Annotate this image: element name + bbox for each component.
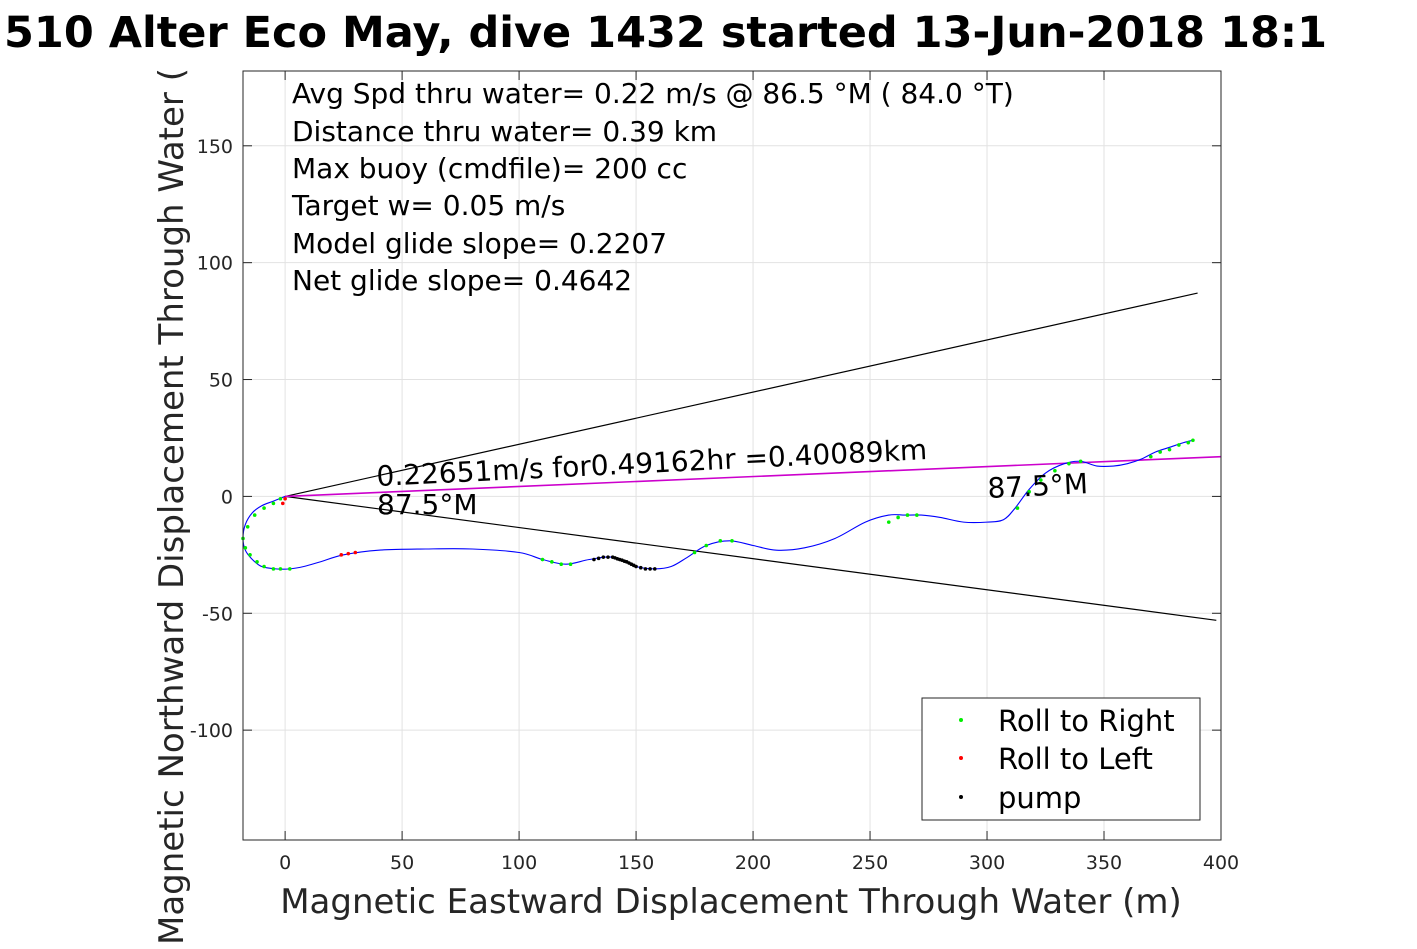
marker-roll-to-right (1149, 454, 1153, 459)
axis-ticks: 0 50 100 150 200 250 300 350 400 -100 -50 0 50 100 150 (190, 71, 1239, 874)
x-tick-label: 250 (852, 852, 888, 874)
marker-roll-to-right (692, 550, 697, 555)
marker-roll-to-right (252, 513, 257, 517)
marker-roll-to-right (248, 553, 252, 557)
stat-avg-speed: Avg Spd thru water= 0.22 m/s @ 86.5 °M (… (292, 77, 1014, 110)
marker-pump (601, 555, 606, 559)
marker-pump (592, 557, 596, 562)
legend-box (921, 697, 1201, 821)
marker-roll-to-right (718, 539, 723, 543)
marker-pump (648, 567, 652, 571)
marker-roll-to-right (245, 524, 250, 529)
annotation-heading-start: 87.5°M (377, 488, 478, 521)
y-tick-label: 100 (197, 253, 233, 275)
marker-roll-to-right (278, 496, 283, 501)
marker-pump (638, 565, 643, 570)
y-tick-label: -100 (190, 720, 233, 742)
stat-distance: Distance thru water= 0.39 km (292, 115, 717, 148)
marker-roll-to-right (1078, 459, 1083, 464)
x-tick-label: 400 (1203, 852, 1239, 874)
legend-marker-pump (959, 795, 963, 799)
marker-roll-to-right (1186, 440, 1191, 445)
stat-model-glide-slope: Model glide slope= 0.2207 (292, 227, 667, 260)
stat-target-w: Target w= 0.05 m/s (291, 189, 565, 222)
marker-roll-to-right (262, 564, 266, 569)
legend-marker-roll-right (959, 718, 963, 722)
marker-roll-to-right (704, 543, 709, 548)
marker-roll-to-left (280, 501, 285, 506)
marker-roll-to-left (339, 553, 344, 557)
legend-label-pump: pump (998, 781, 1081, 815)
marker-roll-to-right (896, 515, 900, 520)
cone-line (285, 495, 1217, 621)
y-tick-label: -50 (202, 603, 233, 625)
marker-pump (596, 556, 601, 561)
x-tick-label: 150 (618, 852, 654, 874)
marker-layer (241, 438, 1195, 571)
y-axis-label: Magnetic Northward Displacement Through … (152, 68, 192, 945)
stat-net-glide-slope: Net glide slope= 0.4642 (292, 264, 632, 297)
y-tick-label: 0 (221, 486, 233, 508)
marker-roll-to-right (1015, 506, 1020, 510)
legend-label-roll-right: Roll to Right (998, 704, 1175, 738)
marker-pump (606, 555, 610, 559)
marker-roll-to-right (1191, 438, 1195, 443)
x-axis-label: Magnetic Eastward Displacement Through W… (280, 882, 1182, 922)
marker-roll-to-right (905, 513, 910, 517)
marker-roll-to-right (1039, 478, 1043, 482)
marker-roll-to-right (1027, 489, 1031, 494)
legend-label-roll-left: Roll to Left (998, 742, 1153, 776)
marker-roll-to-right (278, 567, 283, 571)
plot-frame (242, 70, 1222, 841)
legend-marker-roll-left (959, 756, 963, 760)
marker-roll-to-right (1177, 443, 1181, 447)
marker-roll-to-left (353, 550, 358, 555)
x-tick-label: 0 (279, 852, 291, 874)
marker-roll-to-right (1167, 447, 1172, 452)
marker-pump (652, 567, 657, 571)
marker-roll-to-right (287, 567, 292, 571)
stats-block: Avg Spd thru water= 0.22 m/s @ 86.5 °M (… (291, 77, 1014, 297)
marker-pump (643, 567, 648, 571)
marker-pump (634, 564, 638, 569)
annotation-heading-end: 87.5°M (987, 467, 1089, 505)
marker-roll-to-right (568, 562, 573, 566)
cone-line (284, 292, 1198, 497)
marker-roll-to-right (255, 560, 259, 564)
marker-roll-to-right (262, 506, 266, 510)
chart-title: 510 Alter Eco May, dive 1432 started 13-… (4, 8, 1327, 58)
marker-roll-to-right (540, 557, 545, 562)
x-tick-label: 300 (969, 852, 1005, 874)
y-tick-label: 150 (197, 136, 233, 158)
marker-roll-to-right (243, 546, 248, 550)
x-tick-label: 200 (735, 852, 771, 874)
marker-roll-to-left (346, 551, 351, 556)
marker-roll-to-right (271, 501, 276, 506)
marker-roll-to-right (550, 560, 554, 564)
marker-roll-to-right (1053, 468, 1057, 473)
x-tick-label: 350 (1086, 852, 1122, 874)
marker-roll-to-right (1067, 461, 1071, 466)
marker-roll-to-right (730, 539, 734, 543)
stat-max-buoy: Max buoy (cmdfile)= 200 cc (292, 152, 687, 185)
cone-lines (284, 292, 1217, 621)
x-tick-label: 100 (501, 852, 537, 874)
marker-roll-to-right (1158, 450, 1162, 454)
marker-roll-to-left (283, 496, 287, 501)
marker-roll-to-right (915, 513, 919, 517)
legend: Roll to Right Roll to Left pump (921, 697, 1201, 821)
y-tick-label: 50 (209, 370, 233, 392)
x-tick-label: 50 (390, 852, 414, 874)
marker-roll-to-right (559, 562, 564, 566)
marker-roll-to-right (886, 520, 891, 524)
marker-roll-to-right (271, 567, 276, 571)
